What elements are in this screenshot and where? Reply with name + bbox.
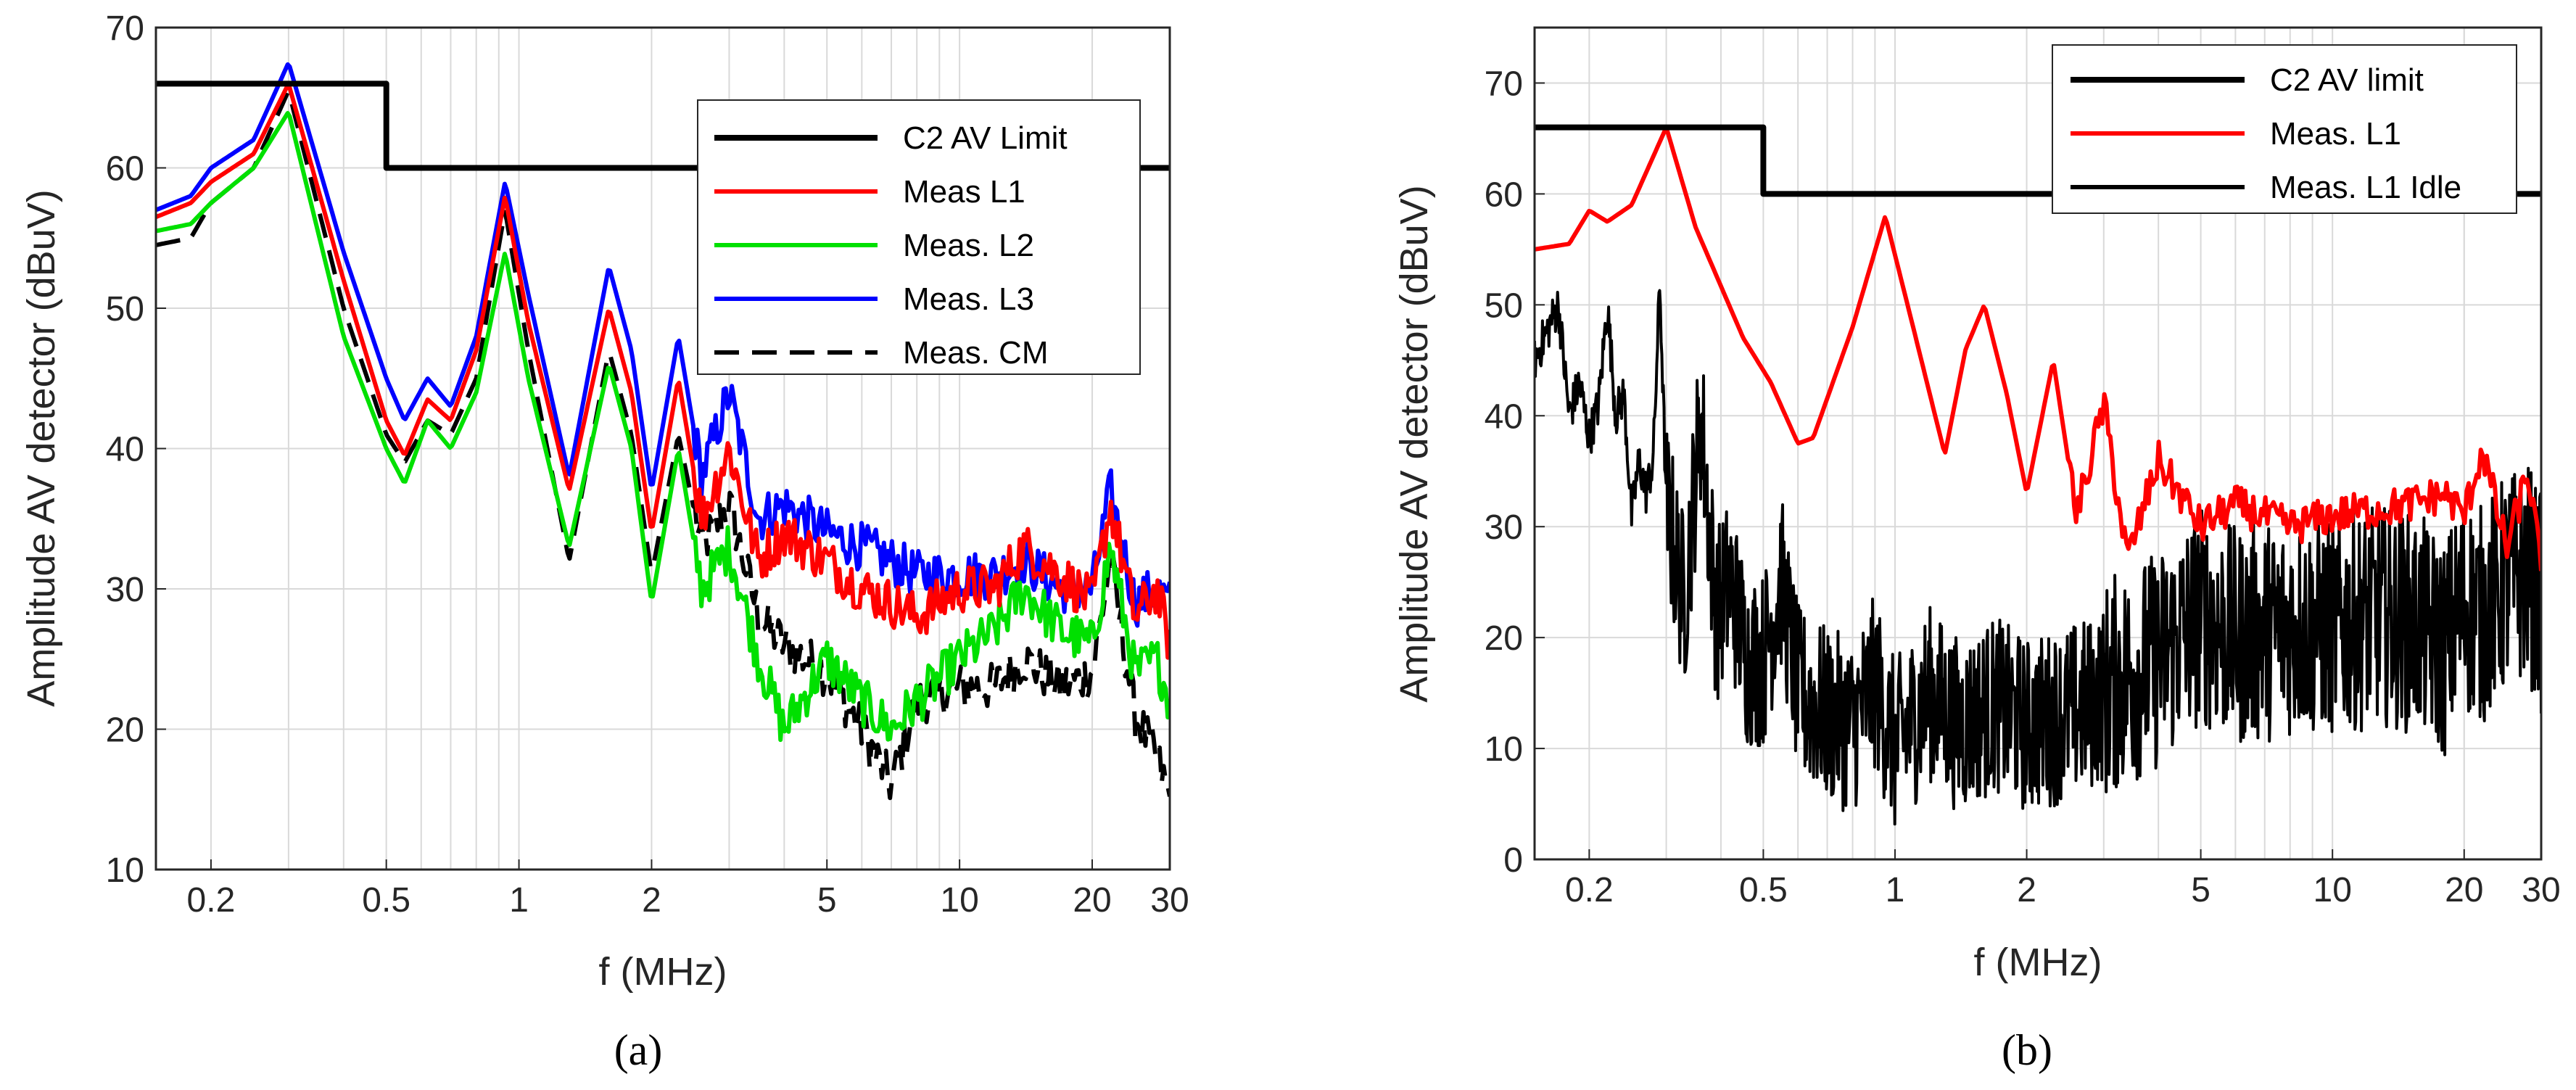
x-axis-label-a: f (MHz) [599, 950, 727, 994]
x-tick-label: 10 [940, 881, 978, 920]
legend-label-meas-l1: Meas L1 [903, 174, 1025, 210]
y-tick-label: 30 [1485, 508, 1523, 547]
series-group-b [1535, 124, 2541, 826]
legend-label-c2-av-limit: C2 AV Limit [903, 120, 1068, 156]
panel-b: 0.2 0.5 1 2 5 10 20 30 0 10 20 30 40 50 60 70 f (MHz) A… [1392, 26, 2561, 984]
caption-b: (b) [2002, 1026, 2052, 1074]
legend-label-meas-l3: Meas. L3 [903, 281, 1034, 317]
legend-label-meas-l1: Meas. L1 [2270, 116, 2401, 152]
x-tick-label: 30 [2522, 871, 2560, 909]
y-tick-label: 10 [1485, 730, 1523, 769]
y-tick-label: 50 [106, 290, 144, 329]
y-tick-label: 30 [106, 571, 144, 609]
y-tick-label: 40 [1485, 397, 1523, 436]
y-axis-label-a: Amplitude AV detector (dBuV) [20, 189, 63, 706]
y-tick-label: 10 [106, 851, 144, 890]
y-tick-label: 60 [106, 150, 144, 189]
x-axis-label-b: f (MHz) [1974, 941, 2102, 984]
x-tick-label: 2 [642, 881, 661, 920]
y-tick-label: 40 [106, 431, 144, 469]
x-tick-label: 20 [1073, 881, 1111, 920]
x-tick-label: 0.2 [187, 881, 236, 920]
series-line-meas-l1 [156, 83, 1170, 660]
series-line-meas-cm [156, 90, 1170, 801]
legend-box-a [697, 99, 1141, 375]
axes-box-b [1533, 26, 2543, 861]
x-tick-label: 30 [1150, 881, 1189, 920]
legend-label-c2-av-limit: C2 AV limit [2270, 62, 2424, 98]
x-tick-label: 0.5 [362, 881, 410, 920]
legend-label-meas-cm: Meas. CM [903, 335, 1048, 371]
series-line-meas-l2 [156, 111, 1170, 743]
y-tick-label: 70 [106, 9, 144, 48]
x-tick-label: 5 [817, 881, 837, 920]
x-tick-label: 20 [2445, 871, 2483, 909]
y-tick-label: 0 [1503, 841, 1523, 880]
panel-a: 0.2 0.5 1 2 5 10 20 30 10 20 30 40 50 60 70 f (MHz) Am… [20, 9, 1189, 994]
legend-label-meas-l1-idle: Meas. L1 Idle [2270, 170, 2461, 205]
x-tick-label: 10 [2313, 871, 2352, 909]
series-line-meas-l1 [1535, 127, 2541, 571]
y-tick-label: 20 [106, 711, 144, 750]
ticks-a: 0.2 0.5 1 2 5 10 20 30 10 20 30 40 50 60 70 [106, 9, 1189, 920]
y-tick-label: 70 [1485, 65, 1523, 103]
x-tick-label: 0.5 [1739, 871, 1788, 909]
x-tick-label: 1 [509, 881, 529, 920]
y-axis-label-b: Amplitude AV detector (dBuV) [1392, 185, 1436, 702]
x-tick-label: 2 [2017, 871, 2036, 909]
x-tick-label: 1 [1886, 871, 1905, 909]
series-group-a [156, 62, 1170, 801]
legend-a: C2 AV Limit Meas L1 Meas. L2 Meas. L3 Meas. … [697, 99, 1141, 375]
series-line-meas-l1-idle [1535, 289, 2541, 826]
legend-b: C2 AV limit Meas. L1 Meas. L1 Idle [2052, 44, 2517, 214]
y-tick-label: 50 [1485, 286, 1523, 325]
y-tick-label: 60 [1485, 176, 1523, 214]
legend-label-meas-l2: Meas. L2 [903, 228, 1034, 263]
x-tick-label: 0.2 [1565, 871, 1614, 909]
caption-a: (a) [614, 1026, 663, 1074]
ticks-b: 0.2 0.5 1 2 5 10 20 30 0 10 20 30 40 50 60 70 [1485, 65, 2561, 909]
y-tick-label: 20 [1485, 619, 1523, 658]
x-tick-label: 5 [2191, 871, 2210, 909]
